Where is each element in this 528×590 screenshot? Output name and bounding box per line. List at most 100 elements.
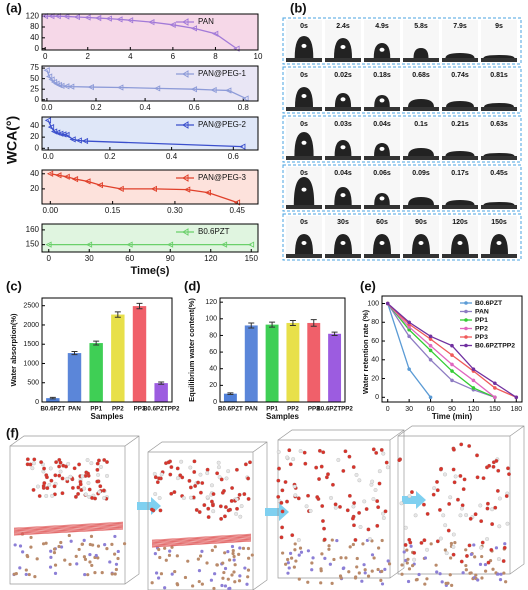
substrate (403, 156, 439, 160)
data-point (450, 362, 454, 367)
water-atom (238, 514, 243, 519)
water-atom (216, 460, 221, 465)
droplet (484, 103, 514, 107)
y-tick-label: 1500 (23, 341, 39, 348)
substrate (403, 205, 439, 209)
atom (464, 568, 468, 572)
water-atom (277, 466, 281, 471)
atom (366, 574, 371, 578)
water-atom (198, 472, 203, 477)
atom (48, 565, 53, 569)
water-atom (99, 465, 103, 469)
legend-label: B0.6PZTPP2 (475, 342, 515, 349)
data-point (169, 21, 176, 28)
data-point (105, 15, 112, 22)
atom (503, 542, 507, 546)
water-atom (77, 462, 82, 467)
y-axis-label: Water retention rate (%) (361, 309, 370, 394)
x-tick-label: 60 (427, 406, 435, 413)
time-label: 0.18s (373, 72, 391, 79)
atom (284, 562, 288, 566)
water-atom (219, 477, 224, 482)
water-atom (497, 524, 502, 529)
x-axis-label: Samples (266, 412, 299, 421)
x-axis-label: Time(s) (131, 265, 170, 277)
water-atom (438, 508, 442, 512)
water-atom (485, 506, 490, 511)
data-point (183, 186, 191, 193)
y-axis-label: Equilibrium water content(%) (187, 298, 196, 402)
atom (232, 558, 236, 562)
atom (449, 541, 454, 546)
water-atom (189, 495, 193, 500)
atom (363, 568, 367, 572)
y-tick-label: 50 (30, 74, 39, 83)
atom (370, 553, 375, 557)
water-atom (491, 464, 496, 469)
atom (288, 551, 293, 555)
atom (400, 563, 404, 567)
atom-layer (13, 522, 124, 530)
water-atom (70, 485, 75, 490)
data-point (85, 241, 93, 248)
x-tick-label: 0.6 (228, 152, 240, 161)
atom (116, 549, 120, 554)
plot-frame (41, 223, 259, 253)
water-atom (200, 481, 205, 485)
water-atom (235, 506, 239, 511)
water-atom (78, 482, 83, 487)
time-label: 0s (300, 72, 308, 79)
atom (200, 549, 204, 553)
y-tick-label: 0 (375, 394, 379, 401)
atom (114, 562, 119, 566)
water-atom (333, 502, 338, 507)
substrate (442, 205, 478, 209)
error-bar (227, 392, 234, 396)
water-atom (196, 480, 201, 485)
atom (423, 556, 428, 560)
row-frame (282, 213, 522, 261)
error-bar (269, 321, 276, 328)
atom (293, 542, 297, 546)
water-atom (412, 557, 416, 562)
bar (111, 314, 125, 402)
droplet-highlight (301, 43, 307, 48)
atom (67, 533, 71, 538)
atom (289, 556, 294, 560)
atom-layer (13, 524, 124, 531)
atom (212, 586, 216, 590)
droplet (408, 148, 434, 156)
atom (406, 557, 410, 561)
atom (469, 552, 474, 556)
water-atom (441, 513, 446, 518)
water-atom (475, 475, 480, 480)
arrow (265, 503, 289, 521)
legend-marker (182, 70, 189, 78)
droplet-highlight (340, 193, 346, 198)
data-point (73, 13, 80, 21)
sim-box (397, 425, 525, 575)
water-atom (288, 462, 293, 467)
atom (153, 551, 157, 556)
x-tick-label: 6 (171, 52, 176, 61)
water-atom (168, 472, 173, 477)
atom (450, 583, 454, 587)
atom (448, 573, 452, 577)
legend-marker (464, 309, 468, 314)
water-atom (364, 507, 369, 511)
water-atom (497, 496, 502, 501)
atom (491, 567, 495, 571)
x-tick-label: B0.6PZTPP2 (316, 406, 353, 413)
water-atom (379, 448, 384, 452)
water-atom (459, 442, 464, 447)
water-atom (317, 477, 321, 481)
water-atom (279, 500, 284, 505)
water-atom (485, 501, 490, 506)
atom (18, 566, 22, 570)
substrate (286, 254, 322, 258)
row-frame (282, 164, 522, 212)
water-atom (72, 466, 77, 471)
substrate (403, 58, 439, 62)
water-atom (329, 496, 333, 500)
atom (464, 563, 468, 568)
